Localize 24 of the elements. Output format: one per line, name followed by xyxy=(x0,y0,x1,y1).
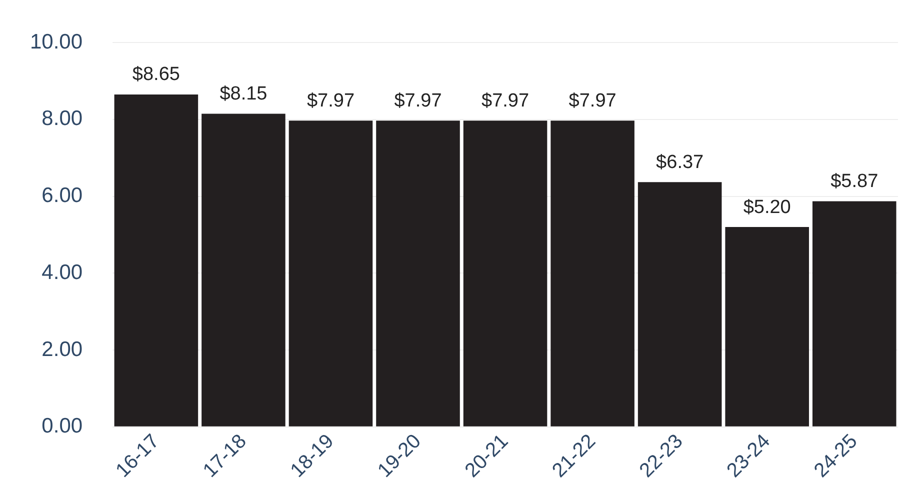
y-tick-label: 0.00 xyxy=(42,414,83,438)
y-tick-label: 6.00 xyxy=(42,184,83,208)
y-tick-label: 10.00 xyxy=(30,30,83,54)
data-label: $5.87 xyxy=(830,171,878,192)
bar xyxy=(376,120,460,426)
y-tick-label: 2.00 xyxy=(42,338,83,361)
bar xyxy=(725,227,809,426)
data-label: $8.15 xyxy=(220,83,268,104)
y-tick-label: 8.00 xyxy=(42,107,83,130)
bar xyxy=(463,120,548,426)
data-label: $7.97 xyxy=(482,90,530,112)
data-label: $7.97 xyxy=(394,90,442,112)
data-label: $7.97 xyxy=(568,90,616,112)
data-label: $6.37 xyxy=(656,152,704,173)
bar xyxy=(812,201,896,426)
bar xyxy=(114,94,198,426)
bar xyxy=(638,182,722,426)
bar xyxy=(288,120,373,426)
bar xyxy=(202,114,286,426)
data-label: $7.97 xyxy=(306,90,355,112)
data-label: $5.20 xyxy=(743,196,791,218)
y-tick-label: 4.00 xyxy=(42,260,83,284)
bar xyxy=(550,120,634,426)
data-label: $8.65 xyxy=(132,64,180,86)
